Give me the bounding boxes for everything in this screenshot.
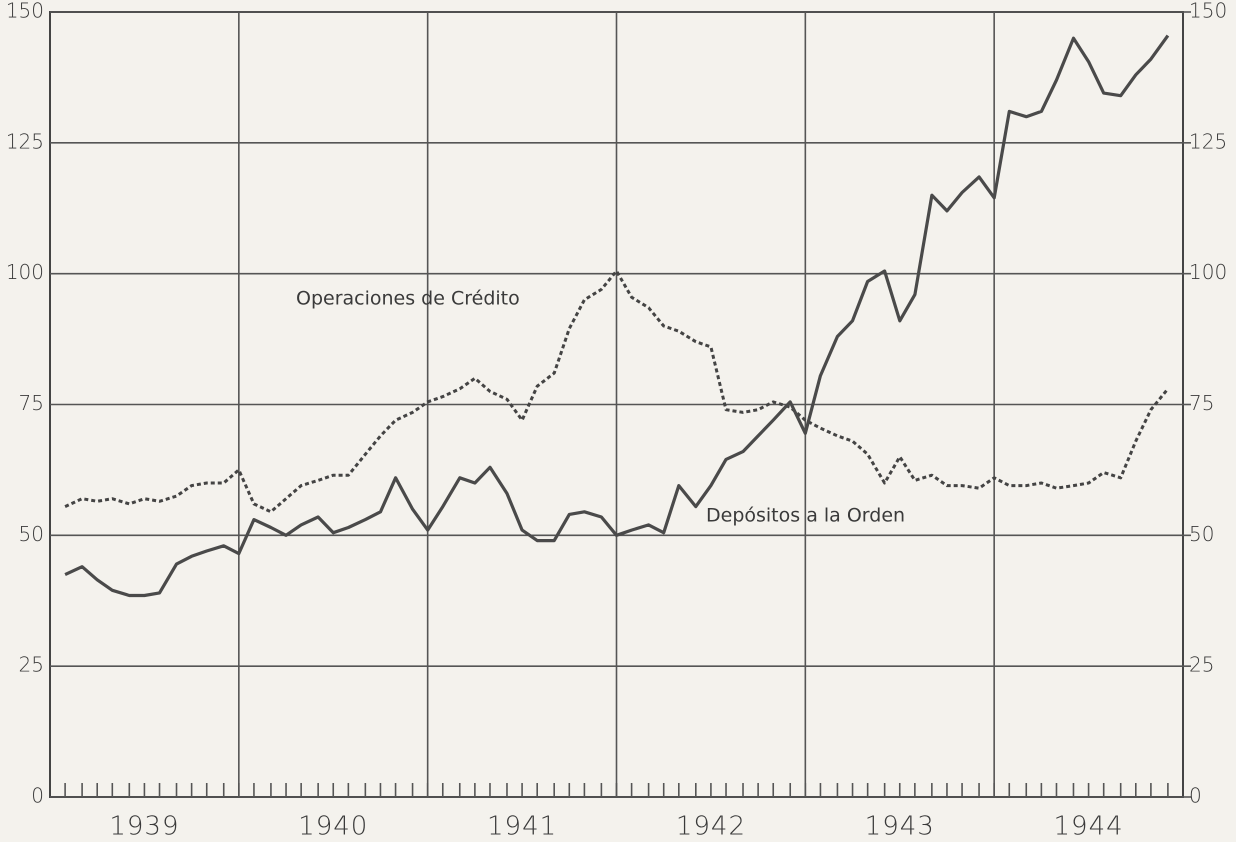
y2-tick-label: 0 <box>1189 784 1202 808</box>
y2-tick-label: 50 <box>1189 522 1214 546</box>
y2-tick-label: 75 <box>1189 391 1214 415</box>
y2-tick-label: 150 <box>1189 0 1227 23</box>
y-tick-label: 25 <box>19 653 44 677</box>
x-tick-label: 1941 <box>487 812 557 842</box>
x-tick-label: 1943 <box>865 812 935 842</box>
series-line <box>64 269 1170 514</box>
y-tick-label: 75 <box>19 391 44 415</box>
series-line <box>64 34 1170 598</box>
series-label: Operaciones de Crédito <box>296 288 520 310</box>
x-tick-label: 1942 <box>676 812 746 842</box>
y2-tick-label: 100 <box>1189 260 1227 284</box>
series-label: Depósitos a la Orden <box>706 505 905 527</box>
y-tick-label: 125 <box>6 129 44 153</box>
x-tick-label: 1944 <box>1053 812 1123 842</box>
y2-tick-label: 25 <box>1189 653 1214 677</box>
x-tick-label: 1940 <box>298 812 368 842</box>
y-tick-label: 150 <box>6 0 44 23</box>
y2-tick-label: 125 <box>1189 129 1227 153</box>
y-tick-label: 50 <box>19 522 44 546</box>
y-tick-label: 0 <box>31 784 44 808</box>
y-tick-label: 100 <box>6 260 44 284</box>
x-tick-label: 1939 <box>109 812 179 842</box>
